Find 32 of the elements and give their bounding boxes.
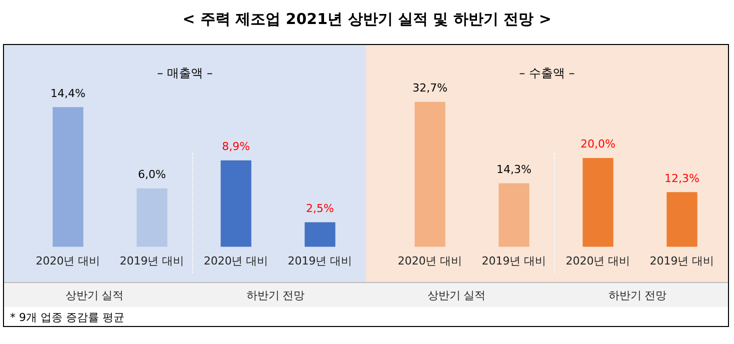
text: 상반기 실적 [64, 288, 125, 303]
chart-subtitle: – 매출액 – [156, 65, 214, 82]
chart-subtitle: – 수출액 – [518, 65, 576, 82]
chart-title: < 주력 제조업 2021년 상반기 실적 및 하반기 전망 > [182, 10, 552, 29]
x-tick-label: 2019년 대비 [482, 254, 546, 268]
x-tick-label: 2019년 대비 [650, 254, 714, 268]
x-tick-label: 2019년 대비 [120, 254, 184, 268]
data-label: 2,5% [306, 202, 334, 215]
text: 하반기 전망 [245, 288, 306, 303]
bar [498, 183, 530, 247]
x-tick-label: 2020년 대비 [398, 254, 462, 268]
bar [52, 107, 84, 247]
bar [220, 160, 252, 247]
text: 하반기 전망 [607, 288, 668, 303]
data-label: 20,0% [580, 138, 616, 151]
bar [304, 222, 336, 247]
x-tick-label: 2020년 대비 [36, 254, 100, 268]
data-label: 14,4% [50, 86, 86, 100]
data-label: 8,9% [222, 140, 250, 154]
x-tick-label: 2020년 대비 [204, 254, 268, 268]
text: 상반기 실적 [426, 288, 487, 303]
data-label: 6,0% [138, 168, 166, 182]
bar [414, 102, 446, 247]
bar [136, 188, 168, 247]
data-label: 14,3% [496, 162, 532, 176]
bar [666, 192, 698, 247]
data-label: 12,3% [664, 172, 700, 185]
x-tick-label: 2020년 대비 [566, 254, 630, 268]
x-tick-label: 2019년 대비 [288, 254, 352, 268]
text: * 9개 업종 증감률 평균 [10, 310, 124, 325]
data-label: 32,7% [412, 82, 448, 95]
bar [582, 158, 614, 247]
